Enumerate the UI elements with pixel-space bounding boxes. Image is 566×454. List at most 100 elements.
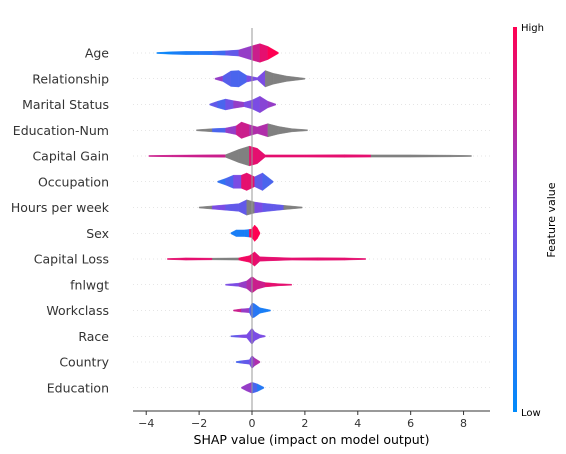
violin-segment xyxy=(267,123,279,138)
violin-segment xyxy=(235,121,242,139)
violin-segment xyxy=(291,128,308,133)
violin-segment xyxy=(278,126,292,135)
violin-segment xyxy=(246,199,255,216)
feature-labels: Age Relationship Marital Status Education-N… xyxy=(11,46,110,396)
violin-segment xyxy=(217,98,226,111)
violin-segment xyxy=(241,172,247,191)
violin-segment xyxy=(238,255,250,263)
x-ticks: −4 −2 0 2 4 6 8 xyxy=(138,411,467,430)
violin-segment xyxy=(254,201,263,214)
violin-segment xyxy=(257,280,266,290)
violin-segment xyxy=(233,174,242,189)
violin-segment xyxy=(241,384,247,392)
violin-segment xyxy=(259,256,292,262)
violin-segment xyxy=(172,51,187,55)
colorbar-high-label: High xyxy=(521,23,544,34)
violin-segment xyxy=(241,308,250,313)
violin-segment xyxy=(238,199,247,216)
violin-segment xyxy=(225,125,237,135)
violin-segment xyxy=(267,100,276,109)
violin-segment xyxy=(235,229,245,237)
violin-segment xyxy=(450,154,472,158)
feature-label-sex: Sex xyxy=(86,226,109,241)
violin-segment xyxy=(370,154,411,158)
violin-segment xyxy=(198,205,213,210)
violin-segment xyxy=(214,75,224,82)
violin-segment xyxy=(241,121,250,139)
violin-segment xyxy=(262,172,274,191)
violin-segment xyxy=(212,127,226,133)
violin-segment xyxy=(272,73,287,85)
violin-education xyxy=(241,381,265,394)
violin-sex xyxy=(230,224,261,243)
violin-segment xyxy=(251,95,261,114)
violin-plots xyxy=(148,43,472,394)
violin-segment xyxy=(259,43,269,63)
violin-segment xyxy=(243,99,253,110)
colorbar: High Low Feature value xyxy=(513,23,558,419)
violin-segment xyxy=(246,276,253,294)
violin-segment xyxy=(230,229,237,237)
x-axis-title: SHAP value (impact on model output) xyxy=(194,432,430,447)
x-tick-label: 8 xyxy=(460,417,467,430)
violin-segment xyxy=(246,172,255,191)
violin-segment xyxy=(198,51,213,55)
violin-segment xyxy=(254,224,258,242)
violin-segment xyxy=(257,123,269,138)
feature-label-occupation: Occupation xyxy=(38,174,109,189)
violin-segment xyxy=(259,95,269,114)
violin-segment xyxy=(172,154,226,158)
violin-segment xyxy=(259,307,271,314)
feature-label-capital-loss: Capital Loss xyxy=(34,252,109,267)
feature-label-relationship: Relationship xyxy=(32,71,109,86)
colorbar-title: Feature value xyxy=(545,182,558,257)
violin-segment xyxy=(209,100,218,109)
violin-segment xyxy=(212,257,239,261)
violin-segment xyxy=(238,45,253,61)
x-tick-label: 6 xyxy=(407,417,414,430)
x-tick-label: 0 xyxy=(249,417,256,430)
violin-segment xyxy=(238,145,250,167)
violin-segment xyxy=(304,154,345,158)
x-tick-label: 4 xyxy=(354,417,361,430)
violin-segment xyxy=(246,327,253,346)
violin-segment xyxy=(225,49,239,57)
feature-label-race: Race xyxy=(78,329,109,344)
violin-segment xyxy=(225,98,234,111)
violin-segment xyxy=(251,276,258,294)
violin-capital-loss xyxy=(167,251,366,267)
violin-hours-per-week xyxy=(198,199,303,216)
feature-label-education: Education xyxy=(47,380,109,395)
violin-segment xyxy=(238,334,247,339)
violin-capital-gain xyxy=(148,145,472,167)
violin-country xyxy=(235,354,261,370)
violin-segment xyxy=(254,357,261,367)
violin-segment xyxy=(156,51,173,55)
violin-relationship xyxy=(214,70,306,88)
violin-segment xyxy=(238,280,247,289)
x-axis: −4 −2 0 2 4 6 8 xyxy=(133,410,490,430)
feature-label-marital-status: Marital Status xyxy=(22,97,109,112)
violin-segment xyxy=(265,154,306,158)
violin-education-num xyxy=(196,121,308,139)
violin-segment xyxy=(238,70,247,88)
violin-occupation xyxy=(217,172,274,191)
violin-segment xyxy=(212,204,226,211)
violin-segment xyxy=(212,50,226,56)
violin-segment xyxy=(233,100,245,109)
violin-segment xyxy=(265,282,279,288)
violin-segment xyxy=(217,178,226,186)
violin-segment xyxy=(259,334,266,339)
violin-segment xyxy=(148,154,173,158)
violin-segment xyxy=(257,227,261,239)
violin-segment xyxy=(249,145,258,167)
violin-segment xyxy=(225,282,239,287)
violin-segment xyxy=(222,70,232,87)
x-tick-label: 2 xyxy=(301,417,308,430)
violin-segment xyxy=(241,359,250,365)
violin-segment xyxy=(196,128,213,133)
violin-segment xyxy=(283,205,303,210)
violin-fnlwgt xyxy=(225,276,292,294)
violin-segment xyxy=(251,43,261,63)
